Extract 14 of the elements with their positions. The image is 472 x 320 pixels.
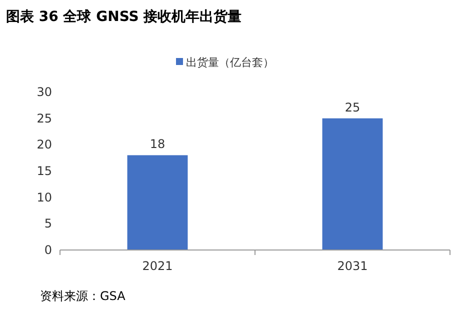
- y-tick-label: 5: [44, 216, 52, 231]
- y-tick-label: 20: [36, 138, 52, 152]
- data-label: 18: [150, 137, 166, 152]
- text: 资料来源：GSA: [40, 289, 126, 303]
- y-tick-label: 25: [36, 111, 52, 126]
- chart-title: 图表 36 全球 GNSS 接收机年出货量: [6, 8, 242, 25]
- data-label: 25: [344, 100, 360, 114]
- y-tick-label: 0: [44, 243, 52, 257]
- x-tick-label: 2031: [337, 259, 368, 273]
- y-tick-label: 15: [36, 164, 52, 178]
- legend-label: 出货量（亿台套）: [186, 56, 274, 69]
- y-tick-label: 10: [36, 190, 52, 204]
- y-tick-label: 30: [36, 85, 52, 99]
- x-tick-label: 2021: [142, 259, 173, 273]
